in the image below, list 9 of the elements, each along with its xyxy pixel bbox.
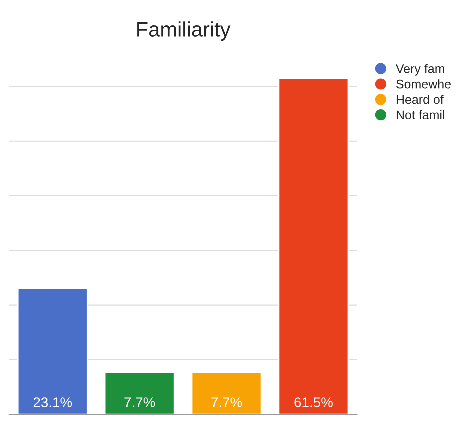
data-label: 23.1%: [34, 398, 72, 408]
legend-label: Somewhe: [396, 80, 451, 89]
data-label: 7.7%: [124, 398, 156, 408]
legend-label: Not famil: [396, 110, 444, 120]
data-label: 61.5%: [294, 398, 333, 408]
chart-title: Familiarity: [138, 22, 231, 42]
data-label: 7.7%: [212, 398, 242, 408]
legend-label: Heard of: [396, 94, 444, 104]
legend-label: Very fam: [396, 64, 444, 76]
